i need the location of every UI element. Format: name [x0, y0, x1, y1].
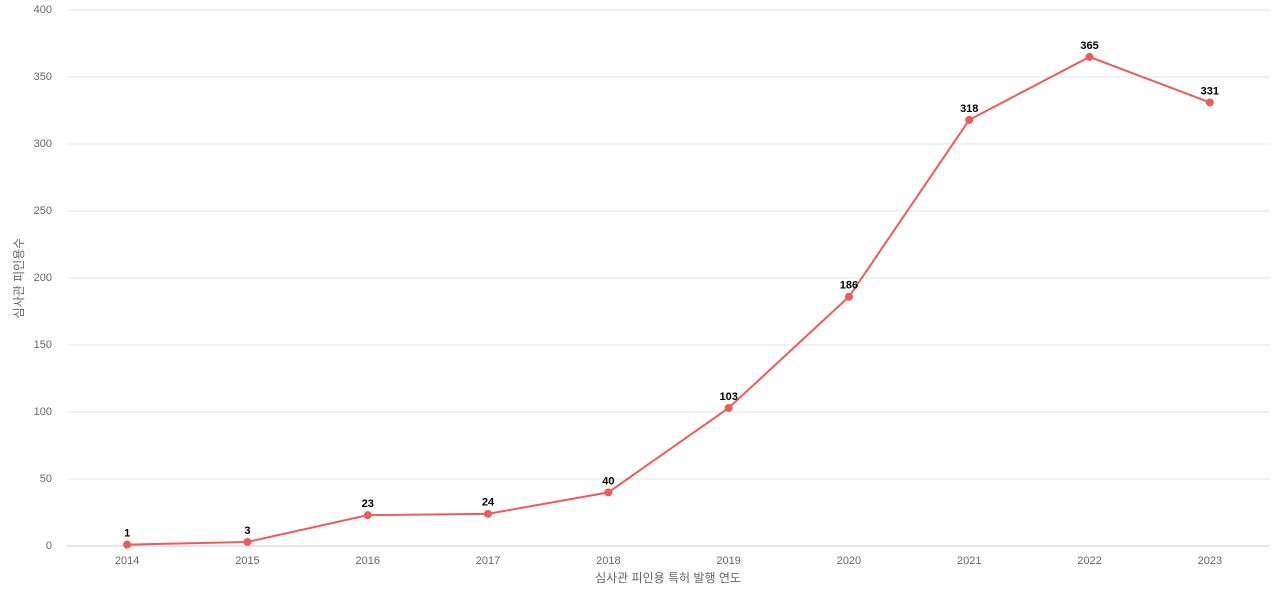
x-tick-label: 2019 — [716, 555, 740, 567]
data-label: 186 — [840, 280, 858, 292]
point — [1085, 52, 1094, 61]
point — [484, 509, 493, 518]
y-tick-label: 300 — [34, 138, 52, 150]
x-tick-label: 2018 — [596, 555, 620, 567]
line-series — [127, 55, 1211, 546]
y-tick-label: 400 — [34, 4, 52, 16]
x-tick-label: 2016 — [356, 555, 380, 567]
y-tick-label: 350 — [34, 71, 52, 83]
data-label: 23 — [362, 498, 374, 510]
y-tick-label: 100 — [34, 406, 52, 418]
data-label: 331 — [1201, 85, 1219, 97]
x-tick-label: 2021 — [957, 555, 981, 567]
point — [844, 292, 853, 301]
y-tick-label: 0 — [46, 540, 52, 552]
point — [363, 511, 372, 520]
data-label: 365 — [1080, 40, 1098, 52]
point — [243, 537, 252, 546]
x-tick-label: 2015 — [235, 555, 259, 567]
point — [604, 488, 613, 497]
data-label: 40 — [602, 475, 614, 487]
y-tick-label: 250 — [34, 205, 52, 217]
x-tick-label: 2023 — [1198, 555, 1222, 567]
y-tick-label: 50 — [40, 473, 52, 485]
x-tick-label: 2017 — [476, 555, 500, 567]
x-axis-label: 심사관 피인용 특허 발행 연도 — [595, 570, 741, 585]
point — [724, 403, 733, 412]
point — [1205, 98, 1214, 107]
x-tick-label: 2014 — [115, 555, 139, 567]
y-tick-label: 150 — [34, 339, 52, 351]
data-label: 318 — [960, 103, 978, 115]
data-label: 103 — [719, 391, 737, 403]
y-axis-label: 심사관 피인용수 — [12, 238, 26, 319]
point — [965, 115, 974, 124]
data-label: 3 — [244, 525, 250, 537]
y-tick-label: 200 — [34, 272, 52, 284]
x-tick-label: 2022 — [1077, 555, 1101, 567]
data-label: 1 — [124, 528, 130, 540]
point — [123, 540, 132, 549]
x-tick-label: 2020 — [837, 555, 861, 567]
data-label: 24 — [482, 497, 495, 509]
